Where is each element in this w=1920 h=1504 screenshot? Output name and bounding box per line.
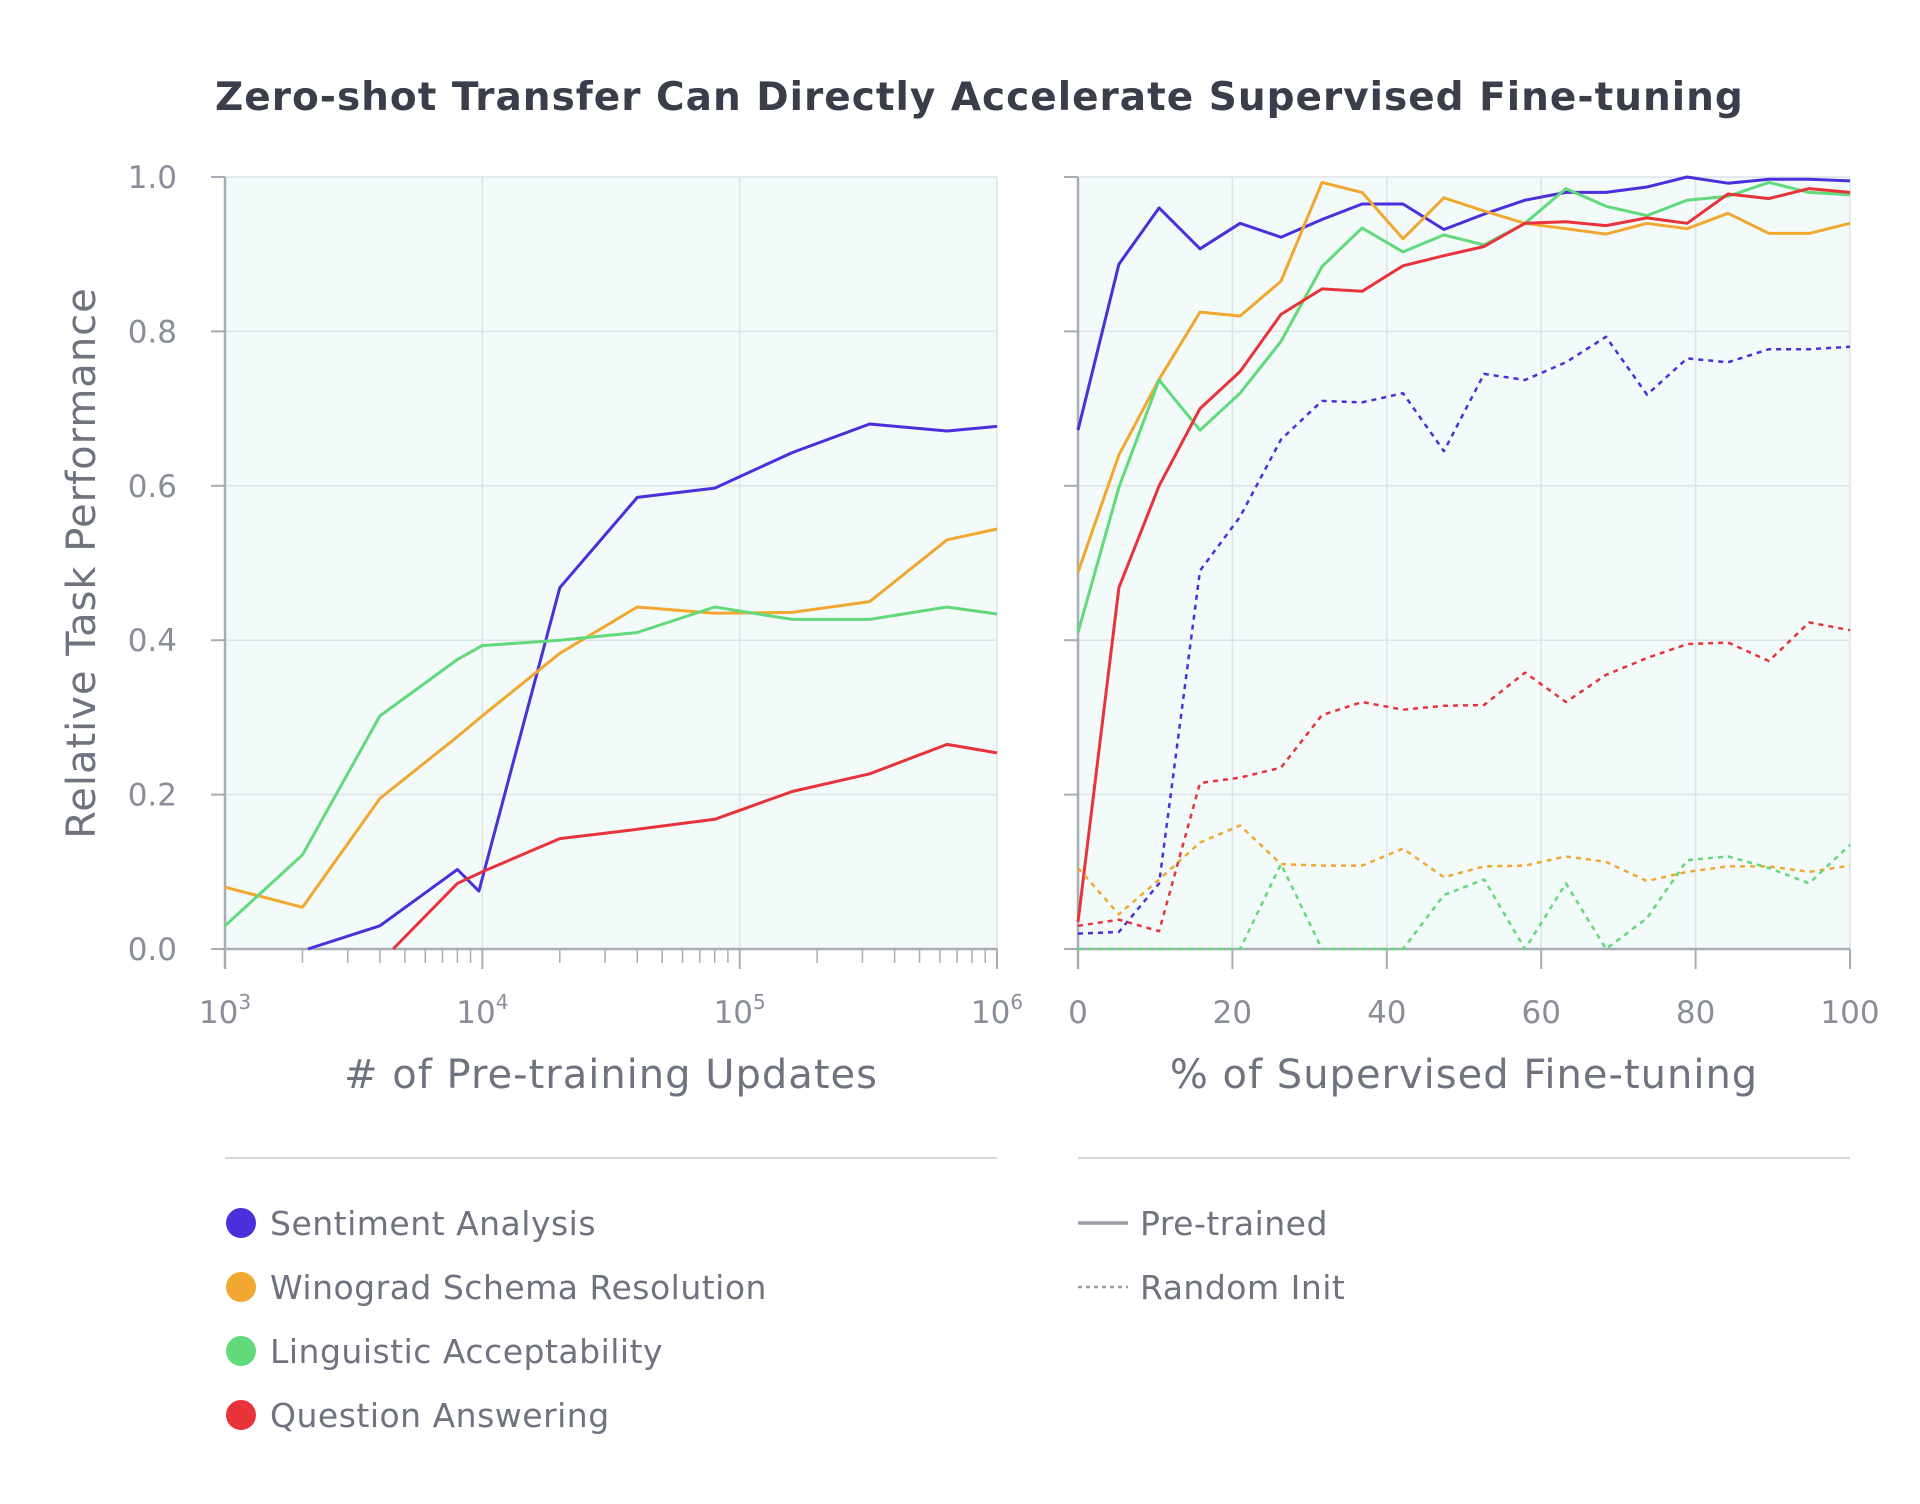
legend: Sentiment Analysis Winograd Schema Resolu… [226, 1204, 1345, 1435]
x-tick-label: 104 [456, 990, 508, 1031]
x-tick-exponent: 6 [1010, 990, 1023, 1014]
legend-swatch-dot [226, 1336, 256, 1366]
series-line-pre-trained-sentiment-analysis [307, 422, 998, 951]
x-tick-label: 100 [1820, 995, 1879, 1031]
legend-item-style: Pre-trained [1078, 1204, 1328, 1243]
panel-background [1078, 177, 1850, 949]
x-tick-exponent: 5 [753, 990, 766, 1014]
legend-label: Question Answering [270, 1396, 610, 1435]
x-tick-label: 40 [1367, 995, 1406, 1031]
legend-swatch-dot [226, 1208, 256, 1238]
series-line-pre-trained-question-answering [392, 742, 998, 951]
x-tick-label: 0 [1068, 995, 1088, 1031]
x-tick-base: 10 [199, 995, 238, 1031]
series-line-random-init-question-answering [1077, 621, 1851, 933]
y-tick-label: 1.0 [128, 160, 177, 196]
x-tick-label: 20 [1213, 995, 1252, 1031]
series-line-pre-trained-winograd-schema-resolution [224, 527, 998, 909]
y-tick-label: 0.4 [128, 623, 177, 659]
x-axis-label: % of Supervised Fine-tuning [1170, 1052, 1758, 1098]
legend-label: Linguistic Acceptability [270, 1332, 663, 1371]
y-tick-label: 0.2 [128, 778, 177, 814]
x-axis-label: # of Pre-training Updates [344, 1052, 878, 1098]
x-tick-exponent: 4 [496, 990, 509, 1014]
legend-label: Winograd Schema Resolution [270, 1268, 767, 1307]
legend-item-task: Winograd Schema Resolution [226, 1268, 767, 1307]
x-tick-label: 103 [199, 990, 251, 1031]
panel-background [225, 177, 997, 949]
legend-swatch-dot [226, 1400, 256, 1430]
y-tick-label: 0.6 [128, 469, 177, 505]
x-tick-base: 10 [456, 995, 495, 1031]
legend-swatch-dot [226, 1272, 256, 1302]
series-line-pre-trained-sentiment-analysis [1076, 175, 1851, 431]
series-line-random-init-winograd-schema-resolution [1077, 824, 1851, 916]
series-line-pre-trained-winograd-schema-resolution [1076, 180, 1851, 573]
legend-label: Pre-trained [1140, 1204, 1328, 1243]
series-line-random-init-linguistic-acceptability [1078, 843, 1851, 951]
x-tick-label: 60 [1521, 995, 1560, 1031]
x-tick-label: 105 [714, 990, 766, 1031]
legend-item-style: Random Init [1078, 1268, 1345, 1307]
panel-2: 0 20 40 60 80 100 % of Supervised Fine-tuning [1064, 175, 1880, 1159]
x-tick-base: 10 [971, 995, 1010, 1031]
series-line-pre-trained-linguistic-acceptability [223, 605, 998, 927]
x-tick-exponent: 3 [238, 990, 251, 1014]
x-tick-label: 106 [971, 990, 1023, 1031]
legend-label: Sentiment Analysis [270, 1204, 596, 1243]
legend-item-task: Linguistic Acceptability [226, 1332, 663, 1371]
chart-title: Zero-shot Transfer Can Directly Accelera… [215, 75, 1744, 120]
y-axis-label: Relative Task Performance [59, 287, 105, 839]
series-line-random-init-sentiment-analysis [1077, 335, 1851, 935]
series-line-pre-trained-linguistic-acceptability [1076, 180, 1851, 633]
y-tick-label: 0.8 [128, 314, 177, 350]
x-tick-label: 80 [1676, 995, 1715, 1031]
series-line-pre-trained-question-answering [1076, 187, 1851, 923]
y-tick-label: 0.0 [128, 932, 177, 968]
legend-item-task: Sentiment Analysis [226, 1204, 596, 1243]
legend-item-task: Question Answering [226, 1396, 610, 1435]
legend-label: Random Init [1140, 1268, 1345, 1307]
x-tick-base: 10 [714, 995, 753, 1031]
